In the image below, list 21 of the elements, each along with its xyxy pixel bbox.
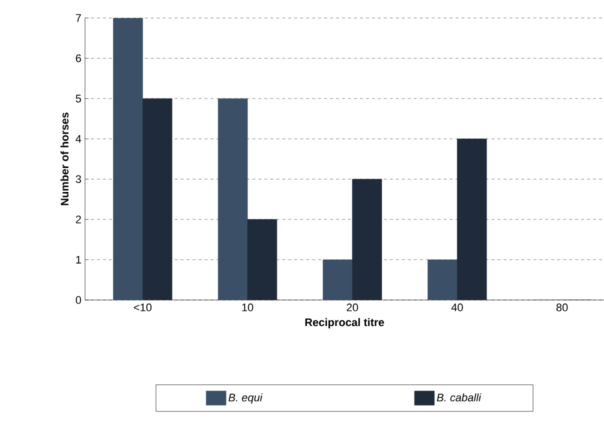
y-tick-label: 2	[76, 216, 81, 224]
y-tick-label: 4	[76, 135, 82, 143]
y-tick-label: 0	[76, 296, 82, 304]
y-tick-label: 6	[76, 54, 81, 62]
x-tick-label: 10	[242, 304, 254, 312]
bar	[322, 260, 353, 300]
y-tick-label: 1	[76, 256, 81, 264]
y-tick-label: 5	[76, 94, 82, 102]
bar	[428, 260, 458, 300]
bar	[113, 18, 143, 300]
legend-label: B. caballi	[436, 393, 482, 402]
x-tick-label: 40	[451, 304, 463, 312]
legend-label: B. equi	[228, 393, 263, 404]
x-tick-label: <10	[134, 304, 152, 312]
x-axis-title: Reciprocal titre	[305, 318, 384, 328]
x-tick-label: 20	[346, 304, 358, 312]
y-axis-title: Number of horses	[60, 112, 69, 206]
y-tick-label: 3	[76, 175, 81, 184]
x-tick-label: 80	[556, 304, 568, 312]
bar	[218, 98, 248, 300]
y-tick-label: 7	[76, 14, 81, 22]
